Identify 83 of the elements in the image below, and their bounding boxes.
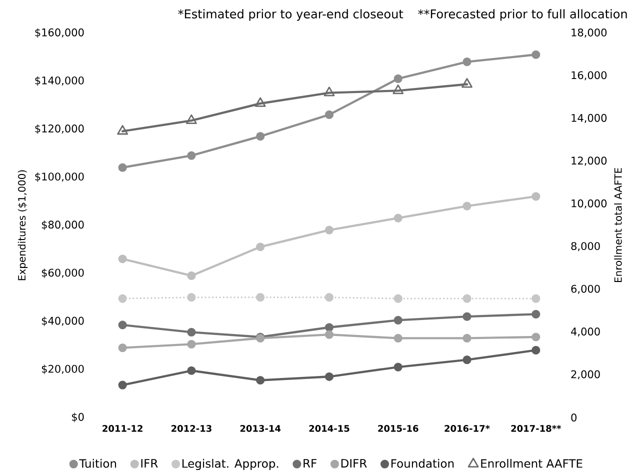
y2-tick-label: 16,000 <box>572 71 607 80</box>
y2-tick-label: 12,000 <box>572 156 607 166</box>
point <box>394 334 402 342</box>
point <box>532 332 540 342</box>
point <box>324 293 334 302</box>
y-tick-label: $120,000 <box>35 124 84 134</box>
y-tick-label: $140,000 <box>35 76 84 86</box>
y-tick-label: $80,000 <box>42 220 84 230</box>
point <box>118 163 127 172</box>
point <box>256 242 265 252</box>
y-tick-label: $40,000 <box>42 316 84 326</box>
point <box>117 125 128 135</box>
legend-label: Tuition <box>79 458 116 468</box>
point <box>324 86 335 96</box>
point <box>256 132 265 141</box>
point <box>394 294 402 303</box>
point <box>118 294 127 303</box>
x-tick-label: 2014-15 <box>309 425 350 432</box>
y-tick-label: $0 <box>72 412 84 422</box>
point <box>462 294 472 303</box>
point <box>532 192 540 201</box>
point <box>187 366 196 375</box>
point <box>256 376 265 385</box>
point <box>394 214 402 222</box>
point <box>254 97 266 107</box>
point <box>187 271 196 280</box>
point <box>187 151 196 160</box>
y-axis-title: Expenditures ($1,000) <box>18 170 28 280</box>
y2-tick-label: 18,000 <box>572 28 607 38</box>
legend-label: IFR <box>141 459 158 468</box>
text: **Forecasted prior to full allocation <box>418 9 627 21</box>
point <box>532 50 540 59</box>
x-tick-label: 2011-12 <box>102 425 142 432</box>
point <box>532 310 540 318</box>
point <box>462 356 472 364</box>
text: *Estimated prior to year-end closeout <box>178 9 404 21</box>
point <box>324 226 334 234</box>
point <box>186 114 197 124</box>
x-tick-label: 2012-13 <box>172 425 212 432</box>
point <box>462 334 472 342</box>
y2-tick-label: 14,000 <box>572 114 607 123</box>
y-tick-label: $20,000 <box>42 364 84 374</box>
point <box>462 202 472 210</box>
point <box>324 110 334 120</box>
point <box>118 320 127 330</box>
point <box>462 58 472 66</box>
point <box>394 74 402 83</box>
point <box>187 328 196 336</box>
x-tick-label: 2016-17* <box>444 425 490 432</box>
legend-label: DIFR <box>341 459 367 468</box>
y2-tick-label: 2,000 <box>571 370 600 380</box>
y2-tick-label: 10,000 <box>572 199 607 208</box>
point <box>394 362 402 372</box>
point <box>392 84 404 94</box>
y-tick-label: $100,000 <box>35 172 84 182</box>
point <box>118 344 127 352</box>
y2-tick-label: 8,000 <box>571 242 600 252</box>
y-tick-label: $160,000 <box>35 28 84 38</box>
y2-tick-label: 4,000 <box>571 328 600 337</box>
point <box>324 372 334 381</box>
legend-label: Foundation <box>391 458 454 468</box>
point <box>324 323 334 332</box>
point <box>256 293 265 302</box>
y2-axis-title: Enrollment total AAFTE <box>614 168 622 282</box>
point <box>532 294 540 303</box>
y-tick-label: $60,000 <box>42 268 84 278</box>
legend-label: Enrollment AAFTE <box>481 458 582 468</box>
point <box>394 316 402 324</box>
x-tick-label: 2015-16 <box>378 425 418 432</box>
legend-label: RF <box>304 459 316 468</box>
x-tick-label: 2017-18** <box>511 425 562 432</box>
point <box>187 293 196 302</box>
point <box>187 340 196 349</box>
point <box>324 330 334 339</box>
x-tick-label: 2013-14 <box>240 425 281 432</box>
point <box>532 346 540 355</box>
legend-label: Legislat. Approp. <box>182 458 278 470</box>
point <box>462 312 472 321</box>
point <box>118 380 127 390</box>
point <box>118 254 127 264</box>
y2-tick-label: 0 <box>571 414 577 422</box>
point <box>462 78 472 88</box>
y2-tick-label: 6,000 <box>571 284 600 294</box>
